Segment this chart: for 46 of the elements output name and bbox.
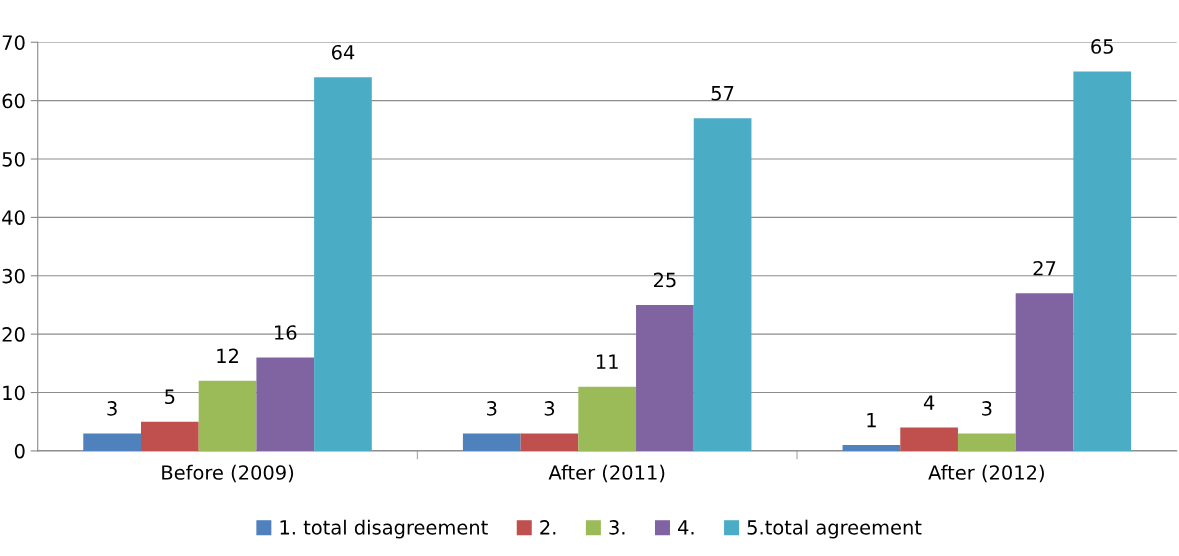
legend-label: 1. total disagreement bbox=[280, 519, 488, 539]
data-label: 3 bbox=[487, 401, 497, 416]
y-tick-label: 60 bbox=[2, 93, 25, 109]
bar bbox=[520, 433, 579, 451]
data-label: 1 bbox=[867, 412, 876, 428]
data-label: 64 bbox=[331, 44, 355, 60]
data-label: 4 bbox=[923, 395, 935, 410]
bar bbox=[256, 357, 315, 451]
y-tick-label: 40 bbox=[2, 210, 25, 226]
y-tick-label: 10 bbox=[3, 385, 25, 401]
bar bbox=[957, 433, 1016, 451]
bar bbox=[578, 386, 637, 451]
legend-label: 2. bbox=[540, 520, 556, 535]
bar bbox=[693, 118, 752, 451]
bar bbox=[1073, 71, 1132, 451]
y-tick-label: 70 bbox=[2, 35, 25, 50]
data-label: 5 bbox=[165, 389, 175, 405]
x-tick-label: After (2012) bbox=[928, 464, 1044, 483]
legend-label: 4. bbox=[678, 520, 694, 535]
legend-label: 5.total agreement bbox=[747, 519, 922, 539]
bar bbox=[83, 433, 141, 451]
data-label: 11 bbox=[596, 354, 618, 369]
data-label: 3 bbox=[544, 401, 555, 416]
bar bbox=[140, 421, 199, 451]
x-tick-label: After (2011) bbox=[548, 464, 665, 483]
data-label: 65 bbox=[1091, 39, 1113, 54]
bar bbox=[900, 427, 958, 451]
bar bbox=[462, 433, 521, 451]
y-tick-label: 20 bbox=[2, 327, 25, 342]
data-label: 25 bbox=[653, 272, 676, 288]
bar bbox=[198, 380, 257, 451]
x-tick-label: Before (2009) bbox=[162, 464, 294, 483]
y-tick-label: 30 bbox=[2, 268, 25, 284]
bar bbox=[842, 445, 901, 451]
data-label: 12 bbox=[217, 348, 238, 363]
bar bbox=[314, 77, 372, 451]
bar bbox=[1015, 293, 1074, 451]
bar bbox=[636, 304, 694, 451]
data-label: 27 bbox=[1033, 260, 1056, 276]
data-label: 57 bbox=[711, 86, 734, 101]
y-tick-label: 0 bbox=[14, 443, 25, 459]
legend-label: 3. bbox=[609, 520, 625, 535]
data-label: 3 bbox=[107, 401, 117, 416]
data-label: 16 bbox=[275, 325, 297, 340]
data-label: 3 bbox=[982, 401, 992, 416]
y-tick-label: 50 bbox=[2, 151, 25, 167]
